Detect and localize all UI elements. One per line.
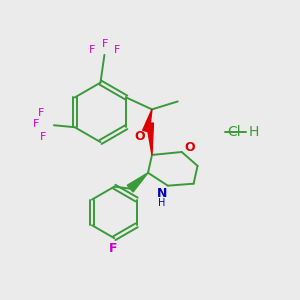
Polygon shape bbox=[127, 173, 148, 192]
Text: O: O bbox=[135, 130, 146, 142]
Text: N: N bbox=[157, 187, 167, 200]
Text: Cl: Cl bbox=[227, 125, 241, 139]
Polygon shape bbox=[146, 123, 153, 155]
Text: H: H bbox=[249, 125, 260, 139]
Text: F: F bbox=[38, 108, 44, 118]
Text: F: F bbox=[114, 45, 121, 55]
Text: H: H bbox=[158, 197, 166, 208]
Polygon shape bbox=[143, 110, 152, 132]
Text: F: F bbox=[102, 39, 109, 49]
Text: F: F bbox=[109, 242, 118, 255]
Text: F: F bbox=[40, 132, 46, 142]
Text: O: O bbox=[184, 140, 195, 154]
Text: F: F bbox=[33, 119, 39, 129]
Text: F: F bbox=[89, 45, 96, 55]
